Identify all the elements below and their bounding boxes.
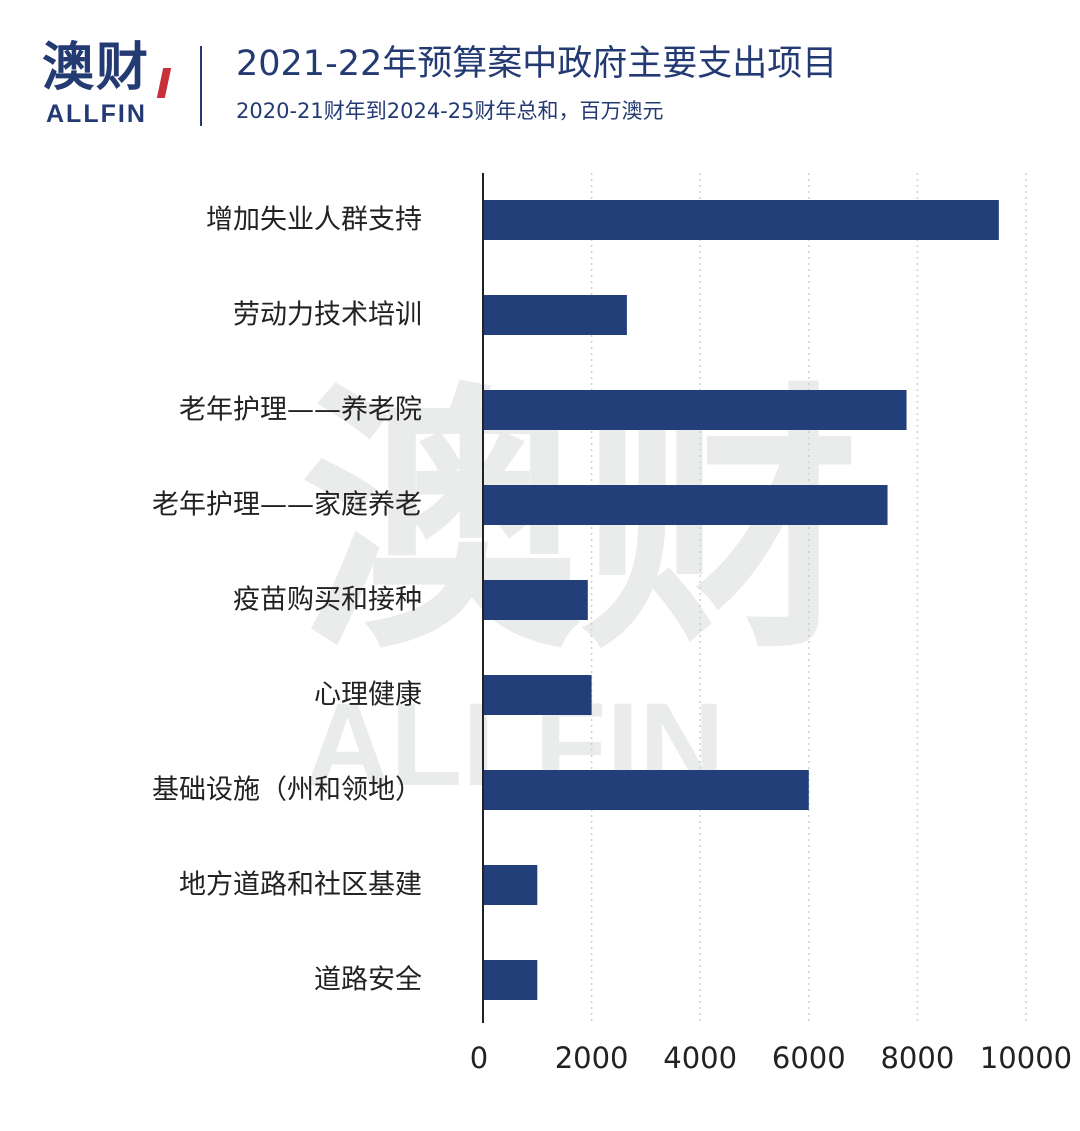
x-tick-label-1: 2000 (555, 1041, 629, 1075)
bars (483, 200, 999, 1000)
category-label-0: 增加失业人群支持 (206, 205, 422, 236)
header-divider (200, 46, 202, 126)
chart-subtitle: 2020-21财年到2024-25财年总和，百万澳元 (236, 99, 664, 123)
logo-en-text: ALLFIN (46, 100, 147, 128)
category-label-6: 基础设施（州和领地） (152, 775, 422, 806)
bar-4 (483, 580, 588, 620)
x-tick-label-0: 0 (470, 1041, 488, 1075)
logo-accent-mark (156, 68, 172, 98)
category-label-8: 道路安全 (314, 965, 422, 996)
chart-title: 2021-22年预算案中政府主要支出项目 (236, 44, 838, 84)
category-labels: 增加失业人群支持劳动力技术培训老年护理——养老院老年护理——家庭养老疫苗购买和接… (152, 205, 422, 996)
brand-logo: 澳财 ALLFIN (42, 38, 172, 130)
x-tick-label-3: 6000 (772, 1041, 846, 1075)
category-label-7: 地方道路和社区基建 (179, 870, 422, 901)
category-label-1: 劳动力技术培训 (233, 300, 422, 331)
x-tick-label-4: 8000 (880, 1041, 954, 1075)
bar-2 (483, 390, 907, 430)
logo-cn-text: 澳财 (42, 38, 151, 98)
x-tick-label-2: 4000 (663, 1041, 737, 1075)
bar-1 (483, 295, 627, 335)
bar-0 (483, 200, 999, 240)
x-tick-labels: 0 2000 4000 6000 8000 10000 (470, 1041, 1072, 1075)
category-label-2: 老年护理——养老院 (179, 395, 422, 426)
category-label-5: 心理健康 (314, 680, 422, 711)
bar-6 (483, 770, 809, 810)
category-label-4: 疫苗购买和接种 (233, 585, 422, 616)
bar-5 (483, 675, 592, 715)
category-label-3: 老年护理——家庭养老 (152, 490, 422, 521)
bar-8 (483, 960, 538, 1000)
bar-3 (483, 485, 888, 525)
bar-7 (483, 865, 538, 905)
x-tick-label-5: 10000 (980, 1041, 1072, 1075)
gridlines (590, 173, 1027, 1023)
